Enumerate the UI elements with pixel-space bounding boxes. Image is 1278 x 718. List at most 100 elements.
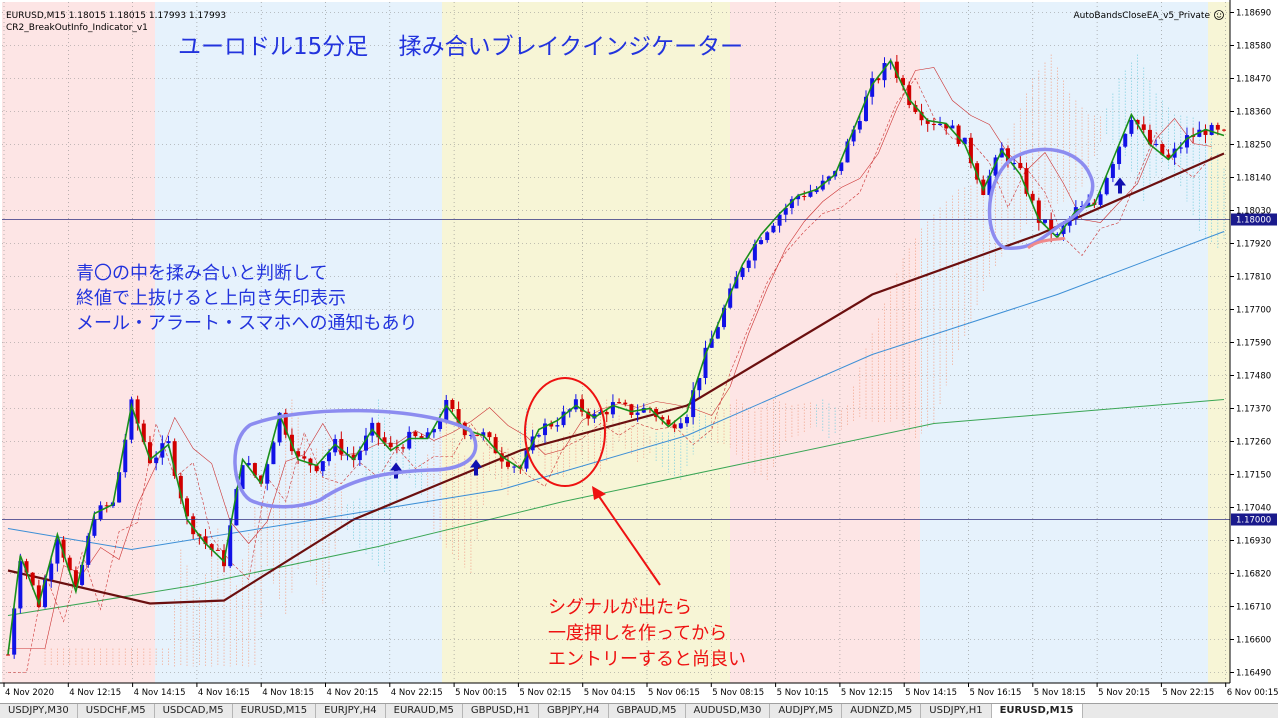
indicator-name-label: CR2_BreakOutInfo_Indicator_v1 xyxy=(6,23,148,33)
candle xyxy=(592,409,597,424)
time-tick-label: 5 Nov 06:15 xyxy=(648,688,700,698)
candle xyxy=(950,120,955,129)
candle xyxy=(703,340,708,385)
price-tick-label: 1.16710 xyxy=(1236,603,1271,613)
time-tick-label: 5 Nov 00:15 xyxy=(455,688,507,698)
candle xyxy=(691,382,696,425)
symbol-tab[interactable]: USDCHF,M5 xyxy=(78,704,155,718)
candle xyxy=(487,431,492,441)
symbol-tab[interactable]: AUDNZD,M5 xyxy=(842,704,922,718)
symbol-tab[interactable]: GBPJPY,H4 xyxy=(539,704,609,718)
candle xyxy=(907,81,912,109)
candle xyxy=(413,430,418,438)
price-tick-label: 1.17260 xyxy=(1236,438,1271,448)
symbol-tab[interactable]: AUDUSD,M30 xyxy=(686,704,771,718)
annotation-blue-line-1: 青〇の中を揉み合いと判断して xyxy=(76,263,327,284)
price-tick-label: 1.17590 xyxy=(1236,339,1271,349)
price-tick-label: 1.17700 xyxy=(1236,306,1271,316)
price-tick-label: 1.17920 xyxy=(1236,240,1271,250)
candle xyxy=(549,420,554,430)
price-tick-label: 1.18140 xyxy=(1236,174,1271,184)
candle xyxy=(839,162,844,175)
price-tick-label: 1.16820 xyxy=(1236,570,1271,580)
candle xyxy=(938,116,943,126)
symbol-tab[interactable]: EURJPY,H4 xyxy=(316,704,386,718)
candle xyxy=(364,427,369,456)
candle xyxy=(586,408,591,426)
candle xyxy=(1222,128,1226,132)
candle xyxy=(246,455,251,467)
candle xyxy=(456,401,461,428)
price-tick-label: 1.17370 xyxy=(1236,405,1271,415)
annotation-red-line-2: 一度押しを作ってから xyxy=(548,623,727,644)
candle xyxy=(944,123,949,135)
candle xyxy=(968,133,973,169)
candle xyxy=(777,212,782,233)
time-tick-label: 6 Nov 00:15 xyxy=(1227,688,1278,698)
price-chart[interactable]: EURUSD,M15 1.18015 1.18015 1.17993 1.179… xyxy=(0,0,1278,703)
candle xyxy=(962,137,967,145)
symbol-tab[interactable]: EURUSD,M15 xyxy=(991,704,1083,718)
candle xyxy=(1129,115,1134,137)
time-tick-label: 5 Nov 02:15 xyxy=(519,688,571,698)
buy-signal-arrow-icon xyxy=(470,459,482,476)
candle xyxy=(870,71,875,105)
consolidation-circle-1 xyxy=(233,408,478,509)
symbol-tab[interactable]: USDJPY,H1 xyxy=(921,704,992,718)
time-tick-label: 5 Nov 22:15 xyxy=(1162,688,1214,698)
candle xyxy=(425,427,430,439)
candle xyxy=(475,434,480,437)
time-tick-label: 4 Nov 18:15 xyxy=(262,688,314,698)
moving-average-thick xyxy=(7,152,1225,605)
time-tick-label: 5 Nov 14:15 xyxy=(905,688,957,698)
band-upper xyxy=(8,67,1212,649)
buy-signal-arrow-icon xyxy=(390,462,402,479)
symbol-tab[interactable]: EURUSD,M15 xyxy=(233,704,317,718)
candle xyxy=(635,404,640,422)
price-tick-label: 1.17810 xyxy=(1236,273,1271,283)
candle xyxy=(388,436,393,452)
candle xyxy=(1110,161,1115,183)
candle xyxy=(481,428,486,441)
candle xyxy=(1203,124,1208,144)
moving-average-green xyxy=(7,399,1225,616)
candle xyxy=(1141,116,1146,134)
price-tick-label: 1.18580 xyxy=(1236,42,1271,52)
symbol-tab[interactable]: USDJPY,M30 xyxy=(0,704,78,718)
price-tick-label: 1.18250 xyxy=(1236,141,1271,151)
session-zone xyxy=(730,2,920,683)
smiley-icon xyxy=(1214,10,1224,20)
candle xyxy=(740,266,745,280)
annotation-title: ユーロドル15分足 揉み合いブレイクインジケーター xyxy=(178,34,743,60)
time-tick-label: 4 Nov 2020 xyxy=(5,688,54,698)
candle xyxy=(401,444,406,453)
candle xyxy=(771,222,776,234)
candle xyxy=(1178,141,1183,154)
annotation-blue-line-3: メール・アラート・スマホへの通知もあり xyxy=(76,313,417,334)
candle xyxy=(802,190,807,201)
candle xyxy=(1184,127,1189,154)
ea-name-label: AutoBandsCloseEA_v5_Private xyxy=(1074,11,1211,21)
symbol-tab[interactable]: AUDJPY,M5 xyxy=(770,704,843,718)
session-zone xyxy=(920,2,1208,683)
symbol-tab[interactable]: USDCAD,M5 xyxy=(155,704,233,718)
annotation-arrow-line xyxy=(595,491,661,586)
time-tick-label: 5 Nov 20:15 xyxy=(1098,688,1150,698)
pullback-mark xyxy=(1027,236,1066,250)
price-tick-label: 1.18030 xyxy=(1236,207,1271,217)
symbol-tab[interactable]: GBPAUD,M5 xyxy=(609,704,686,718)
pullback-circle xyxy=(524,377,606,487)
candle xyxy=(1049,212,1054,243)
candle xyxy=(376,422,381,446)
candle xyxy=(1209,122,1214,136)
candle xyxy=(67,555,72,572)
symbol-tab[interactable]: EURAUD,M5 xyxy=(386,704,463,718)
annotation-red-line-1: シグナルが出たら xyxy=(548,597,692,618)
price-axis: 1.18690 1.18580 1.18470 1.18360 1.18250 1.181… xyxy=(1229,0,1278,703)
time-tick-label: 4 Nov 20:15 xyxy=(327,688,379,698)
candle xyxy=(18,553,23,614)
candle xyxy=(604,408,609,423)
candle xyxy=(339,431,344,461)
symbol-tab[interactable]: GBPUSD,H1 xyxy=(463,704,539,718)
